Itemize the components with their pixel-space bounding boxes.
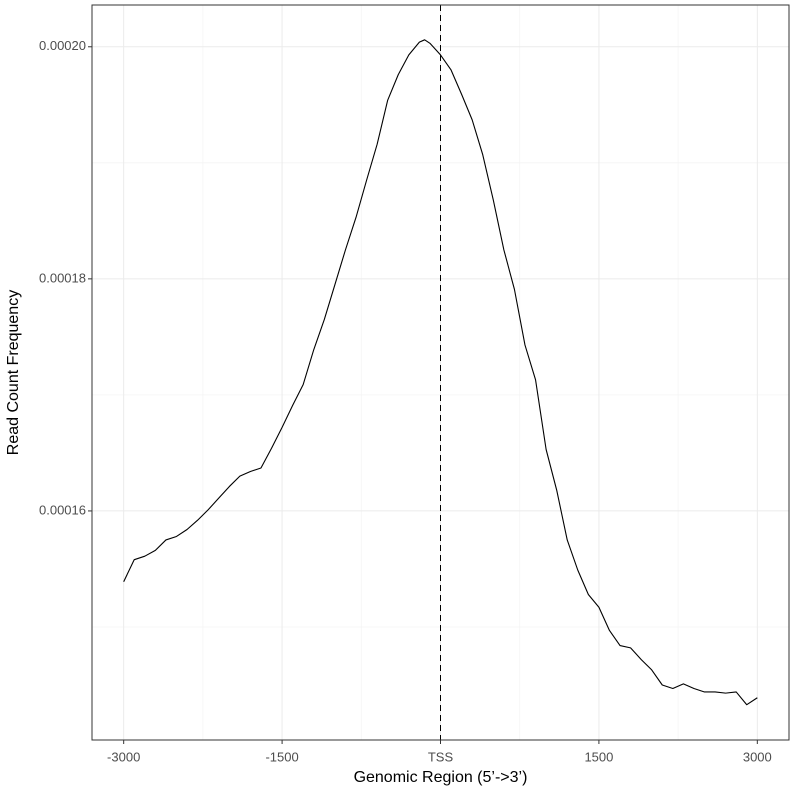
x-axis-title: Genomic Region (5’->3’) (354, 769, 528, 786)
x-tick-label: 1500 (584, 749, 613, 764)
y-tick-label: 0.00020 (39, 38, 86, 53)
data-line (123, 39, 758, 706)
x-tick-label: -1500 (265, 749, 298, 764)
x-tick-label: -3000 (107, 749, 140, 764)
y-axis-title: Read Count Frequency (5, 290, 22, 455)
panel-border (91, 4, 790, 741)
x-tick-label: 3000 (743, 749, 772, 764)
y-tick-label: 0.00018 (39, 270, 86, 285)
x-tick-label: TSS (428, 749, 454, 764)
y-tick-label: 0.00016 (39, 502, 86, 517)
